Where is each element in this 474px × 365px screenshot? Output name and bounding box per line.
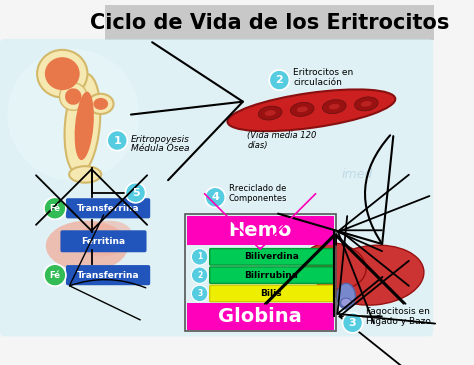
FancyBboxPatch shape xyxy=(210,267,333,283)
Text: 1: 1 xyxy=(197,252,202,261)
FancyBboxPatch shape xyxy=(210,285,333,302)
Text: imed: imed xyxy=(342,168,373,181)
Ellipse shape xyxy=(74,92,94,160)
Circle shape xyxy=(269,70,290,90)
FancyBboxPatch shape xyxy=(187,216,334,245)
Text: Rreciclado de
Componentes: Rreciclado de Componentes xyxy=(229,184,287,203)
Ellipse shape xyxy=(69,166,101,182)
Text: Transferrina: Transferrina xyxy=(77,271,139,280)
Ellipse shape xyxy=(341,298,352,307)
Text: Eritropoyesis: Eritropoyesis xyxy=(131,135,190,144)
Ellipse shape xyxy=(37,50,88,97)
Circle shape xyxy=(343,313,363,333)
Text: Ferritina: Ferritina xyxy=(82,237,126,246)
Text: 3: 3 xyxy=(349,318,356,328)
Text: 4: 4 xyxy=(211,192,219,202)
Ellipse shape xyxy=(337,283,356,309)
FancyBboxPatch shape xyxy=(61,230,146,252)
Text: Transferrina: Transferrina xyxy=(77,204,139,213)
Ellipse shape xyxy=(322,100,346,114)
FancyBboxPatch shape xyxy=(0,39,433,337)
Ellipse shape xyxy=(355,97,378,111)
Text: Globina: Globina xyxy=(218,307,302,326)
Ellipse shape xyxy=(302,243,366,289)
Text: 5: 5 xyxy=(132,188,139,198)
Text: Biliverdina: Biliverdina xyxy=(244,252,299,261)
Circle shape xyxy=(44,264,66,286)
Text: 1: 1 xyxy=(113,135,121,146)
Ellipse shape xyxy=(78,221,133,256)
Ellipse shape xyxy=(88,94,114,114)
Ellipse shape xyxy=(297,107,308,112)
Text: 2: 2 xyxy=(275,75,283,85)
Text: Bilis: Bilis xyxy=(260,289,282,298)
Circle shape xyxy=(191,249,208,265)
Text: Bilirrubina: Bilirrubina xyxy=(244,271,298,280)
Text: 2: 2 xyxy=(197,271,202,280)
Ellipse shape xyxy=(60,83,87,110)
Circle shape xyxy=(107,130,128,151)
Circle shape xyxy=(126,182,146,203)
Text: Médula Ósea: Médula Ósea xyxy=(131,144,190,153)
Ellipse shape xyxy=(46,221,128,271)
Ellipse shape xyxy=(323,245,424,305)
Ellipse shape xyxy=(64,74,100,174)
Text: Fé: Fé xyxy=(49,271,61,280)
Circle shape xyxy=(44,197,66,219)
Ellipse shape xyxy=(264,110,275,116)
Text: (Vida media 120
días): (Vida media 120 días) xyxy=(247,131,317,150)
Ellipse shape xyxy=(228,89,395,131)
Text: Eritrocitos en
circulación: Eritrocitos en circulación xyxy=(293,68,353,87)
Ellipse shape xyxy=(93,98,108,110)
Circle shape xyxy=(7,49,139,181)
FancyBboxPatch shape xyxy=(105,5,434,40)
Ellipse shape xyxy=(329,104,340,110)
Circle shape xyxy=(191,285,208,302)
FancyBboxPatch shape xyxy=(66,265,150,285)
Text: Hemo: Hemo xyxy=(228,221,292,240)
Ellipse shape xyxy=(258,106,282,120)
Ellipse shape xyxy=(65,88,82,105)
Ellipse shape xyxy=(45,57,80,90)
Text: Fé: Fé xyxy=(49,204,61,213)
FancyBboxPatch shape xyxy=(66,198,150,218)
Text: Ciclo de Vida de los Eritrocitos: Ciclo de Vida de los Eritrocitos xyxy=(90,13,449,33)
Ellipse shape xyxy=(291,103,314,116)
Ellipse shape xyxy=(361,101,372,107)
Circle shape xyxy=(205,187,225,207)
Circle shape xyxy=(191,267,208,283)
Text: 3: 3 xyxy=(197,289,202,298)
Text: Fagocitosis en
Hígado y Bazo: Fagocitosis en Hígado y Bazo xyxy=(366,307,431,326)
FancyBboxPatch shape xyxy=(210,249,333,265)
FancyBboxPatch shape xyxy=(187,303,334,330)
